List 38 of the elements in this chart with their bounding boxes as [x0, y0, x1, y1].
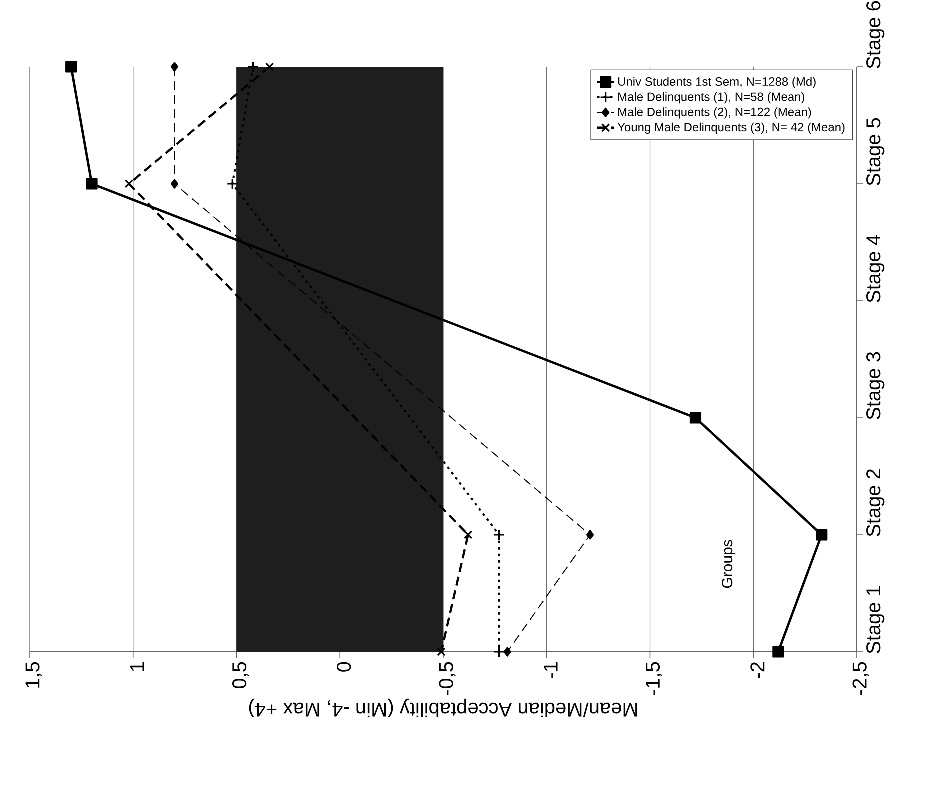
point	[265, 62, 274, 72]
point	[170, 62, 179, 72]
x-tick-label: -1	[544, 662, 558, 678]
point	[772, 646, 784, 658]
point	[437, 648, 446, 656]
point	[816, 529, 828, 541]
y-tick-label: Stage 2	[866, 470, 885, 537]
x-tick-label: -0,5	[439, 662, 456, 696]
point	[690, 412, 702, 424]
point	[504, 647, 512, 657]
legend-label: Univ Students 1st Sem, N=1288 (Md)	[618, 77, 816, 88]
point	[66, 61, 78, 73]
y-tick-label: Stage 4	[866, 235, 885, 303]
y-tick-label: Stage 6	[866, 1, 885, 69]
x-tick-label: -2	[750, 662, 765, 678]
x-tick-label: 0,5	[232, 662, 250, 689]
point	[247, 61, 260, 73]
y-tick-label: Stage 3	[866, 352, 885, 420]
y-tick-label: Stage 5	[866, 118, 885, 186]
legend-label: Male Delinquents (1), N=58 (Mean)	[618, 92, 805, 104]
point	[464, 530, 473, 540]
point	[86, 178, 98, 190]
point	[586, 530, 594, 540]
x-tick-label: 1	[130, 662, 144, 672]
x-tick-label: -1,5	[646, 662, 662, 696]
point	[170, 179, 179, 189]
annotation: Groups	[722, 540, 736, 588]
x-axis-title: Mean/Median Acceptability (Min -4, Max +4)	[249, 698, 638, 718]
point	[226, 178, 238, 190]
x-tick-label: -2,5	[852, 662, 870, 696]
point	[124, 180, 134, 188]
point	[494, 529, 506, 541]
legend-label: Young Male Delinquents (3), N= 42 (Mean)	[618, 122, 845, 134]
x-tick-label: 1,5	[26, 662, 42, 688]
y-tick-label: Stage 1	[866, 586, 885, 654]
legend-label: Male Delinquents (2), N=122 (Mean)	[618, 108, 812, 119]
x-tick-label: 0	[337, 662, 352, 672]
point	[494, 646, 506, 658]
